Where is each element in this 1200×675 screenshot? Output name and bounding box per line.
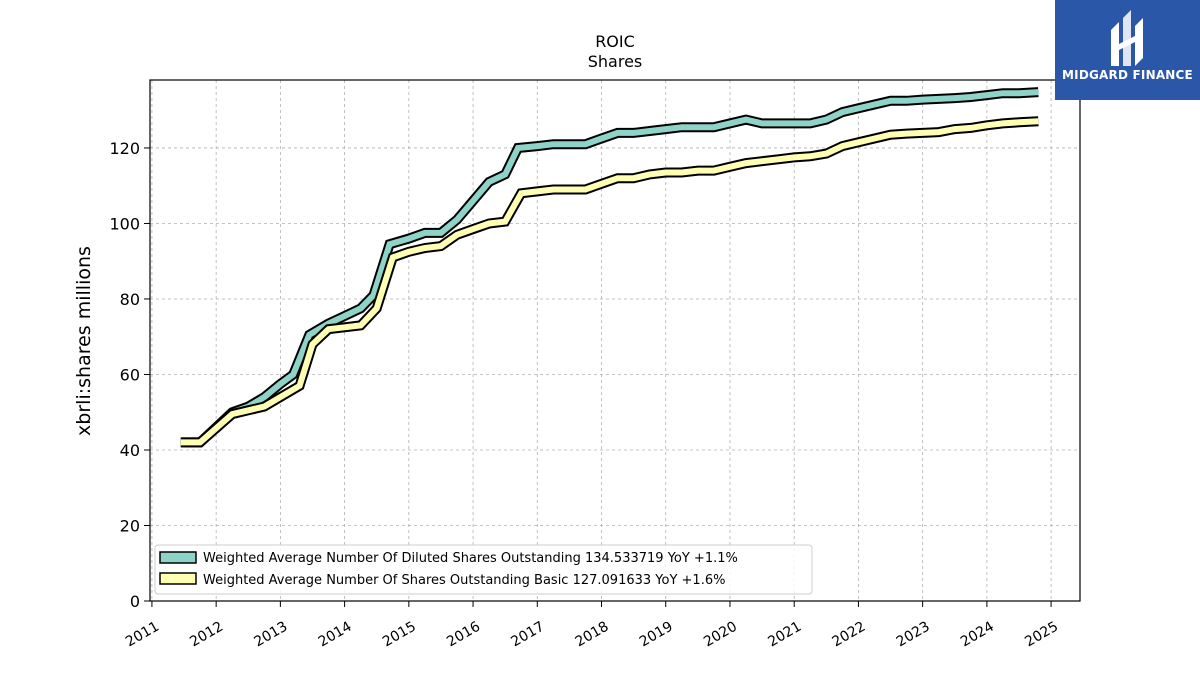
x-tick-label: 2011 bbox=[123, 619, 162, 651]
y-tick-label: 120 bbox=[109, 139, 140, 158]
x-tick-label: 2017 bbox=[508, 619, 547, 651]
legend-swatch-basic bbox=[159, 572, 197, 585]
y-tick-label: 40 bbox=[120, 441, 140, 460]
x-tick-label: 2025 bbox=[1022, 619, 1061, 651]
chart-title: ROIC bbox=[595, 32, 635, 51]
chart-subtitle: Shares bbox=[588, 52, 643, 71]
x-tick-label: 2012 bbox=[187, 619, 226, 651]
series-lines bbox=[180, 87, 1039, 448]
x-tick-label: 2014 bbox=[316, 619, 355, 651]
x-tick-label: 2019 bbox=[637, 619, 676, 651]
legend-frame bbox=[154, 544, 813, 595]
y-axis-label: xbrli:shares millions bbox=[73, 246, 95, 436]
series-outline-1 bbox=[180, 116, 1039, 448]
x-tick-label: 2022 bbox=[830, 619, 869, 651]
x-axis: 2011 2012 2013 2014 2015 2016 2017 2018 2019 2020… bbox=[123, 601, 1061, 650]
legend-label-basic: Weighted Average Number Of Shares Outsta… bbox=[203, 573, 725, 588]
y-tick-label: 20 bbox=[120, 516, 140, 535]
logo-text: MIDGARD FINANCE bbox=[1062, 68, 1193, 82]
x-tick-label: 2013 bbox=[252, 619, 291, 651]
x-tick-label: 2015 bbox=[380, 619, 419, 651]
brand-logo: MIDGARD FINANCE bbox=[1055, 0, 1200, 100]
y-tick-label: 60 bbox=[120, 365, 140, 384]
series-line-1 bbox=[180, 118, 1039, 446]
y-tick-label: 80 bbox=[120, 290, 140, 309]
x-tick-label: 2024 bbox=[958, 619, 997, 651]
x-tick-label: 2023 bbox=[894, 619, 933, 651]
legend-label-diluted: Weighted Average Number Of Diluted Share… bbox=[203, 551, 738, 566]
legend-swatch-diluted bbox=[159, 551, 197, 564]
series-outline-0 bbox=[180, 87, 1039, 448]
x-tick-label: 2020 bbox=[701, 619, 740, 651]
x-tick-label: 2021 bbox=[765, 619, 804, 651]
plot-frame bbox=[149, 79, 1081, 602]
logo-mark-icon bbox=[1111, 10, 1143, 66]
grid bbox=[150, 80, 1080, 602]
x-tick-label: 2018 bbox=[573, 619, 612, 651]
y-tick-label: 0 bbox=[130, 592, 140, 611]
x-tick-label: 2016 bbox=[444, 619, 483, 651]
legend: Weighted Average Number Of Diluted Share… bbox=[154, 544, 813, 595]
series-line-0 bbox=[180, 89, 1039, 446]
y-tick-label: 100 bbox=[109, 214, 140, 233]
y-axis: 0 20 40 60 80 100 120 bbox=[109, 139, 150, 611]
